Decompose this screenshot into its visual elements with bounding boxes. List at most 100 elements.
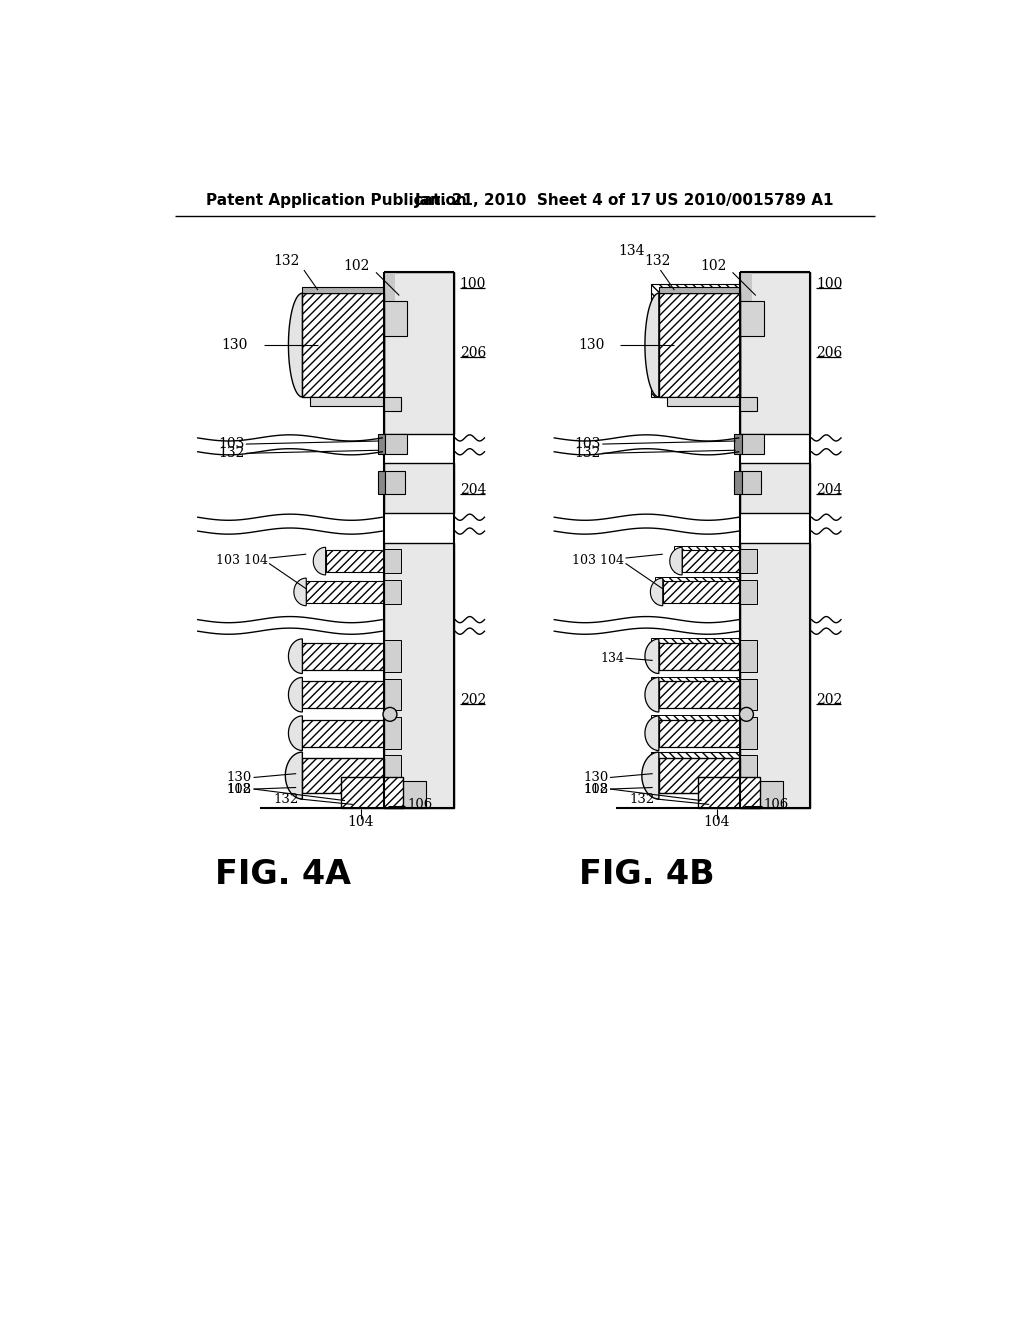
Text: FIG. 4B: FIG. 4B: [580, 858, 715, 891]
Bar: [384, 678, 400, 710]
Bar: [740, 543, 810, 808]
Bar: [310, 397, 384, 407]
Polygon shape: [642, 752, 658, 799]
Text: US 2010/0015789 A1: US 2010/0015789 A1: [655, 193, 834, 209]
Polygon shape: [645, 293, 658, 397]
Bar: [741, 434, 764, 454]
Text: 132: 132: [273, 253, 300, 268]
Polygon shape: [289, 639, 302, 673]
Text: 104: 104: [347, 816, 374, 829]
Text: 202: 202: [460, 693, 486, 708]
Bar: [740, 463, 810, 513]
Bar: [378, 434, 385, 454]
Bar: [740, 272, 810, 434]
Text: 104: 104: [703, 816, 730, 829]
Polygon shape: [645, 677, 658, 711]
Text: FIG. 4A: FIG. 4A: [215, 858, 351, 891]
Text: 134: 134: [618, 244, 645, 257]
Bar: [326, 550, 384, 572]
Bar: [384, 579, 400, 605]
Polygon shape: [313, 548, 326, 576]
Bar: [384, 755, 400, 796]
Polygon shape: [286, 752, 302, 799]
Text: 102: 102: [343, 259, 370, 273]
Text: 134: 134: [600, 652, 624, 665]
Bar: [378, 471, 385, 494]
Bar: [651, 638, 740, 669]
Text: 130: 130: [222, 338, 248, 351]
Bar: [663, 581, 740, 603]
Polygon shape: [289, 677, 302, 711]
Bar: [385, 471, 404, 494]
Bar: [675, 545, 740, 572]
Bar: [302, 719, 384, 747]
Polygon shape: [384, 301, 407, 335]
Bar: [658, 719, 740, 747]
Bar: [655, 577, 740, 603]
Bar: [341, 777, 403, 808]
Bar: [658, 681, 740, 708]
Polygon shape: [670, 548, 682, 576]
Text: 206: 206: [460, 346, 486, 360]
Text: 108: 108: [584, 783, 608, 796]
Text: 132: 132: [630, 792, 655, 805]
Text: 112: 112: [227, 783, 252, 796]
Bar: [302, 758, 384, 793]
Bar: [385, 434, 407, 454]
Text: 204: 204: [816, 483, 843, 498]
Text: 103 104: 103 104: [215, 554, 267, 566]
Text: 130: 130: [226, 771, 252, 784]
Text: Jan. 21, 2010  Sheet 4 of 17: Jan. 21, 2010 Sheet 4 of 17: [415, 193, 652, 209]
Text: 103: 103: [574, 437, 601, 451]
Bar: [399, 781, 426, 808]
Bar: [384, 463, 454, 513]
Text: Patent Application Publication: Patent Application Publication: [206, 193, 466, 209]
Bar: [697, 777, 760, 808]
Bar: [756, 781, 783, 808]
Bar: [302, 286, 384, 293]
Bar: [740, 640, 758, 672]
Bar: [734, 434, 741, 454]
Text: 130: 130: [579, 338, 604, 351]
Bar: [740, 579, 758, 605]
Bar: [384, 718, 400, 748]
Bar: [658, 643, 740, 669]
Polygon shape: [289, 293, 302, 397]
Bar: [658, 293, 740, 397]
Text: 100: 100: [460, 277, 486, 290]
Text: 202: 202: [816, 693, 843, 708]
Bar: [302, 681, 384, 708]
Bar: [740, 678, 758, 710]
Polygon shape: [289, 715, 302, 751]
Polygon shape: [645, 715, 658, 751]
Bar: [384, 549, 400, 573]
Text: 112: 112: [584, 783, 608, 796]
Circle shape: [383, 708, 397, 721]
Bar: [302, 293, 384, 397]
Bar: [740, 755, 758, 796]
Bar: [741, 471, 761, 494]
Polygon shape: [384, 397, 400, 411]
Text: 103: 103: [218, 437, 245, 451]
Bar: [651, 715, 740, 747]
Text: 100: 100: [816, 277, 843, 290]
Text: 103 104: 103 104: [572, 554, 624, 566]
Text: 132: 132: [574, 446, 601, 461]
Text: 204: 204: [460, 483, 486, 498]
Text: 106: 106: [407, 797, 432, 810]
Bar: [384, 640, 400, 672]
Bar: [651, 752, 740, 793]
Text: 206: 206: [816, 346, 843, 360]
Text: 132: 132: [273, 792, 299, 805]
Bar: [740, 549, 758, 573]
Polygon shape: [740, 397, 758, 411]
Bar: [384, 272, 395, 312]
Bar: [384, 272, 454, 434]
Polygon shape: [650, 578, 663, 606]
Bar: [306, 581, 384, 603]
Polygon shape: [645, 639, 658, 673]
Circle shape: [739, 708, 754, 721]
Bar: [384, 543, 454, 808]
Bar: [658, 758, 740, 793]
Polygon shape: [740, 301, 764, 335]
